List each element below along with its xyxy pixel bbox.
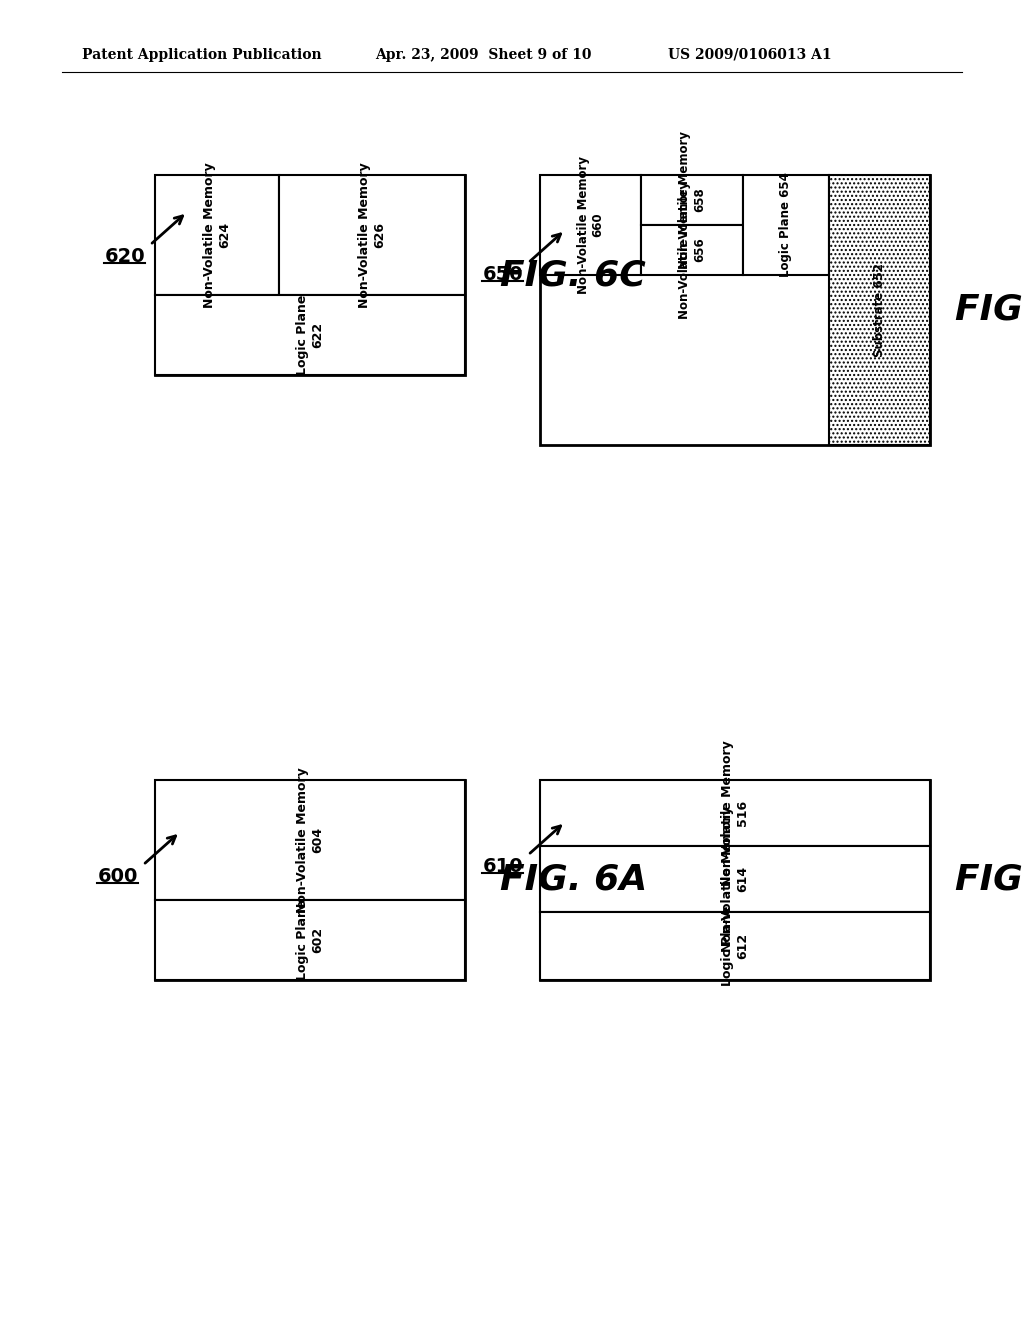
Text: 620: 620 [104, 247, 145, 267]
Text: US 2009/0106013 A1: US 2009/0106013 A1 [668, 48, 831, 62]
Text: Non-Volatile Memory
626: Non-Volatile Memory 626 [358, 162, 386, 308]
Text: Non-Volatile Memory
660: Non-Volatile Memory 660 [577, 156, 605, 294]
Text: 610: 610 [482, 857, 523, 876]
Text: Logic Plane 654: Logic Plane 654 [779, 173, 793, 277]
Text: 600: 600 [97, 867, 138, 886]
Bar [540, 780, 930, 979]
Text: Logic Plane
612: Logic Plane 612 [721, 906, 749, 986]
Bar [155, 780, 465, 900]
Text: Non-Volatile Memory
624: Non-Volatile Memory 624 [203, 162, 231, 308]
Bar [540, 912, 930, 979]
Bar [155, 176, 279, 294]
Bar [540, 780, 930, 846]
Bar [155, 294, 465, 375]
Bar [155, 780, 465, 979]
Bar [540, 846, 930, 912]
Text: FIG. 6B: FIG. 6B [955, 863, 1024, 898]
Text: FIG. 6C: FIG. 6C [500, 257, 646, 292]
Text: Non-Volatile Memory
656: Non-Volatile Memory 656 [678, 181, 707, 319]
Bar [641, 224, 742, 275]
Bar [641, 176, 742, 224]
Bar [540, 176, 641, 275]
Bar [828, 176, 930, 445]
Bar [540, 176, 930, 445]
Text: Non-Volatile Memory
614: Non-Volatile Memory 614 [721, 807, 749, 952]
Text: Logic Plane
622: Logic Plane 622 [296, 294, 324, 375]
Text: Non-Volatile Memory
604: Non-Volatile Memory 604 [296, 767, 324, 913]
Bar [155, 176, 465, 375]
Text: Apr. 23, 2009  Sheet 9 of 10: Apr. 23, 2009 Sheet 9 of 10 [375, 48, 592, 62]
Text: Non-Volatile Memory
658: Non-Volatile Memory 658 [678, 131, 707, 269]
Text: Logic Plane
602: Logic Plane 602 [296, 900, 324, 981]
Text: 650: 650 [482, 265, 523, 284]
Text: Non-Volatile Memory
516: Non-Volatile Memory 516 [721, 741, 749, 886]
Bar [742, 176, 828, 275]
Bar [155, 900, 465, 979]
Text: Substrate 652: Substrate 652 [872, 263, 886, 356]
Text: Patent Application Publication: Patent Application Publication [82, 48, 322, 62]
Text: FIG. 6A: FIG. 6A [500, 863, 647, 898]
Text: FIG. 6D: FIG. 6D [955, 293, 1024, 327]
Bar [279, 176, 465, 294]
